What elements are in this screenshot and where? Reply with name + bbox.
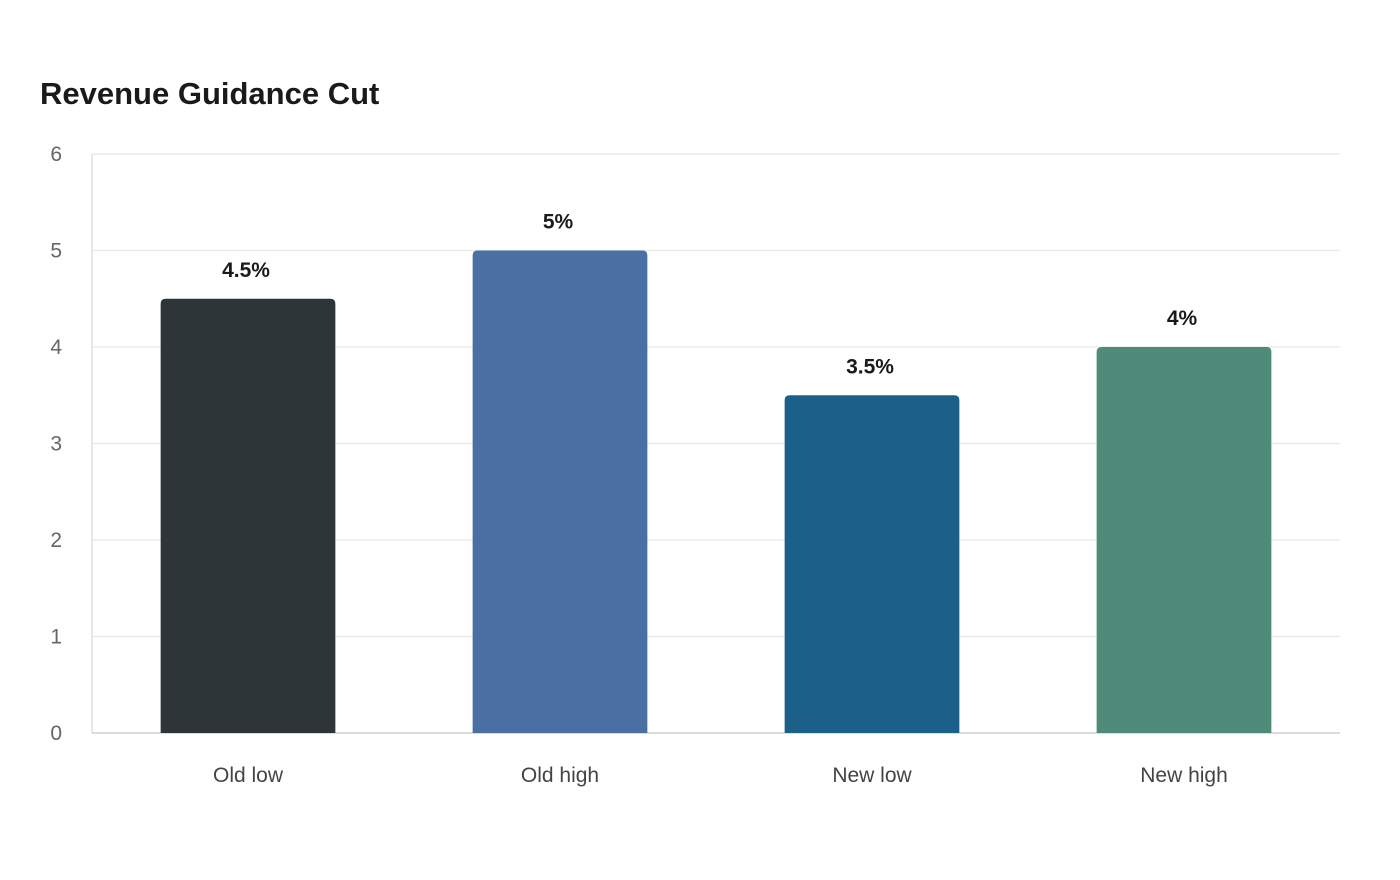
x-tick-label: New high: [1140, 764, 1228, 787]
bar-old-low: [160, 298, 336, 733]
y-tick-label: 4: [50, 336, 62, 359]
y-tick-label: 0: [50, 722, 62, 745]
y-tick-label: 1: [50, 626, 62, 649]
data-label: 5%: [543, 211, 574, 234]
data-label: 3.5%: [846, 355, 894, 378]
y-tick-label: 6: [50, 143, 62, 166]
bar-new-high: [1096, 347, 1272, 733]
labels: 0 1 2 3 4 5 6 4.5% Old low 5% Old high 3.5% New low 4…: [50, 143, 1227, 787]
x-tick-label: Old high: [521, 764, 599, 787]
x-tick-label: Old low: [213, 764, 284, 787]
bar-new-low: [784, 395, 960, 733]
bar-old-high: [472, 250, 648, 733]
y-tick-label: 5: [50, 240, 62, 263]
x-tick-label: New low: [832, 764, 912, 787]
bars: [160, 250, 1272, 733]
y-tick-label: 2: [50, 529, 62, 552]
chart-title: Revenue Guidance Cut: [40, 76, 380, 111]
data-label: 4.5%: [222, 259, 270, 282]
data-label: 4%: [1167, 307, 1198, 330]
y-tick-label: 3: [50, 433, 62, 456]
